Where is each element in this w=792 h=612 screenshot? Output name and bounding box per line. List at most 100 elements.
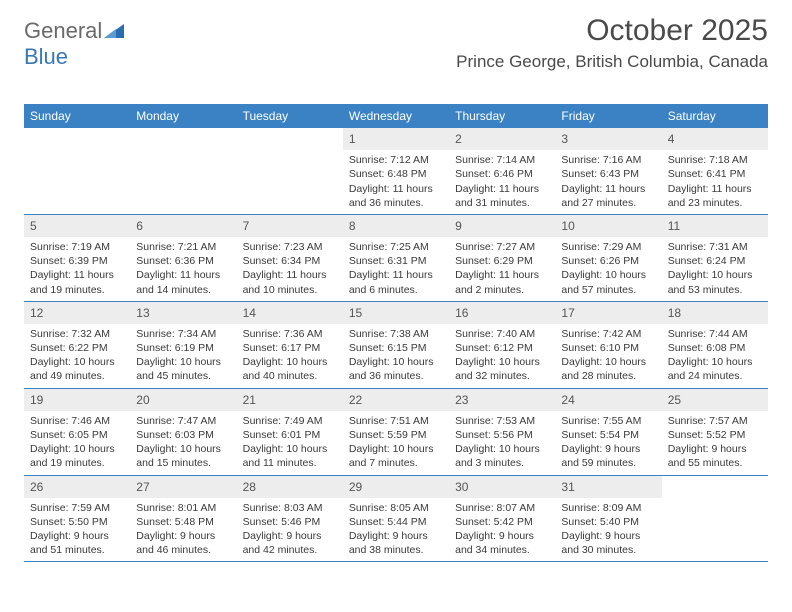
sunset-text: Sunset: 5:56 PM: [455, 428, 549, 442]
daylight-text: Daylight: 9 hours and 55 minutes.: [668, 442, 762, 470]
sunrise-text: Sunrise: 8:09 AM: [561, 501, 655, 515]
sunrise-text: Sunrise: 7:14 AM: [455, 153, 549, 167]
daylight-text: Daylight: 10 hours and 49 minutes.: [30, 355, 124, 383]
day-number: 13: [130, 302, 236, 324]
daylight-text: Daylight: 11 hours and 14 minutes.: [136, 268, 230, 296]
calendar-cell: 31Sunrise: 8:09 AMSunset: 5:40 PMDayligh…: [555, 476, 661, 562]
calendar-cell: 11Sunrise: 7:31 AMSunset: 6:24 PMDayligh…: [662, 215, 768, 301]
sunset-text: Sunset: 6:48 PM: [349, 167, 443, 181]
logo-triangle-icon: [104, 18, 124, 44]
calendar: Sunday Monday Tuesday Wednesday Thursday…: [24, 104, 768, 562]
sunset-text: Sunset: 6:29 PM: [455, 254, 549, 268]
sunset-text: Sunset: 5:50 PM: [30, 515, 124, 529]
day-info: Sunrise: 7:44 AMSunset: 6:08 PMDaylight:…: [662, 324, 768, 388]
day-info: Sunrise: 7:31 AMSunset: 6:24 PMDaylight:…: [662, 237, 768, 301]
daylight-text: Daylight: 11 hours and 27 minutes.: [561, 182, 655, 210]
calendar-cell: 7Sunrise: 7:23 AMSunset: 6:34 PMDaylight…: [237, 215, 343, 301]
day-info: Sunrise: 8:07 AMSunset: 5:42 PMDaylight:…: [449, 498, 555, 562]
sunset-text: Sunset: 6:19 PM: [136, 341, 230, 355]
calendar-cell: 10Sunrise: 7:29 AMSunset: 6:26 PMDayligh…: [555, 215, 661, 301]
calendar-cell: [24, 128, 130, 214]
day-info: Sunrise: 7:36 AMSunset: 6:17 PMDaylight:…: [237, 324, 343, 388]
day-number: 30: [449, 476, 555, 498]
sunset-text: Sunset: 6:39 PM: [30, 254, 124, 268]
daylight-text: Daylight: 10 hours and 40 minutes.: [243, 355, 337, 383]
weekday-header: Thursday: [449, 104, 555, 128]
calendar-row: 5Sunrise: 7:19 AMSunset: 6:39 PMDaylight…: [24, 215, 768, 302]
sunset-text: Sunset: 6:03 PM: [136, 428, 230, 442]
sunset-text: Sunset: 6:08 PM: [668, 341, 762, 355]
day-number: 29: [343, 476, 449, 498]
daylight-text: Daylight: 10 hours and 11 minutes.: [243, 442, 337, 470]
day-info: Sunrise: 7:46 AMSunset: 6:05 PMDaylight:…: [24, 411, 130, 475]
day-info: Sunrise: 7:47 AMSunset: 6:03 PMDaylight:…: [130, 411, 236, 475]
sunset-text: Sunset: 6:15 PM: [349, 341, 443, 355]
weekday-header-row: Sunday Monday Tuesday Wednesday Thursday…: [24, 104, 768, 128]
calendar-cell: 23Sunrise: 7:53 AMSunset: 5:56 PMDayligh…: [449, 389, 555, 475]
daylight-text: Daylight: 9 hours and 46 minutes.: [136, 529, 230, 557]
daylight-text: Daylight: 9 hours and 51 minutes.: [30, 529, 124, 557]
day-number: 11: [662, 215, 768, 237]
sunrise-text: Sunrise: 7:31 AM: [668, 240, 762, 254]
calendar-cell: 30Sunrise: 8:07 AMSunset: 5:42 PMDayligh…: [449, 476, 555, 562]
sunset-text: Sunset: 6:31 PM: [349, 254, 443, 268]
day-info: Sunrise: 7:59 AMSunset: 5:50 PMDaylight:…: [24, 498, 130, 562]
day-number: 28: [237, 476, 343, 498]
sunrise-text: Sunrise: 7:46 AM: [30, 414, 124, 428]
day-number: 17: [555, 302, 661, 324]
day-info: Sunrise: 7:29 AMSunset: 6:26 PMDaylight:…: [555, 237, 661, 301]
day-number: 19: [24, 389, 130, 411]
sunrise-text: Sunrise: 7:34 AM: [136, 327, 230, 341]
calendar-cell: 28Sunrise: 8:03 AMSunset: 5:46 PMDayligh…: [237, 476, 343, 562]
daylight-text: Daylight: 10 hours and 57 minutes.: [561, 268, 655, 296]
sunrise-text: Sunrise: 7:23 AM: [243, 240, 337, 254]
weekday-header: Tuesday: [237, 104, 343, 128]
calendar-cell: 16Sunrise: 7:40 AMSunset: 6:12 PMDayligh…: [449, 302, 555, 388]
weekday-header: Friday: [555, 104, 661, 128]
daylight-text: Daylight: 10 hours and 7 minutes.: [349, 442, 443, 470]
daylight-text: Daylight: 10 hours and 45 minutes.: [136, 355, 230, 383]
calendar-cell: 13 Sunrise: 7:34 AMSunset: 6:19 PMDayligh…: [130, 302, 236, 388]
daylight-text: Daylight: 9 hours and 34 minutes.: [455, 529, 549, 557]
sunrise-text: Sunrise: 7:18 AM: [668, 153, 762, 167]
sunset-text: Sunset: 6:26 PM: [561, 254, 655, 268]
daylight-text: Daylight: 9 hours and 38 minutes.: [349, 529, 443, 557]
daylight-text: Daylight: 10 hours and 15 minutes.: [136, 442, 230, 470]
day-info: Sunrise: 8:05 AMSunset: 5:44 PMDaylight:…: [343, 498, 449, 562]
sunset-text: Sunset: 5:42 PM: [455, 515, 549, 529]
day-number: 8: [343, 215, 449, 237]
sunset-text: Sunset: 5:44 PM: [349, 515, 443, 529]
day-number: 23: [449, 389, 555, 411]
day-info: Sunrise: 7:55 AMSunset: 5:54 PMDaylight:…: [555, 411, 661, 475]
daylight-text: Daylight: 10 hours and 19 minutes.: [30, 442, 124, 470]
sunset-text: Sunset: 5:46 PM: [243, 515, 337, 529]
sunrise-text: Sunrise: 7:12 AM: [349, 153, 443, 167]
calendar-row: 12Sunrise: 7:32 AMSunset: 6:22 PMDayligh…: [24, 302, 768, 389]
calendar-cell: 1Sunrise: 7:12 AMSunset: 6:48 PMDaylight…: [343, 128, 449, 214]
calendar-cell: 27Sunrise: 8:01 AMSunset: 5:48 PMDayligh…: [130, 476, 236, 562]
day-info: Sunrise: 7:23 AMSunset: 6:34 PMDaylight:…: [237, 237, 343, 301]
sunrise-text: Sunrise: 7:59 AM: [30, 501, 124, 515]
sunset-text: Sunset: 6:17 PM: [243, 341, 337, 355]
calendar-cell: 21Sunrise: 7:49 AMSunset: 6:01 PMDayligh…: [237, 389, 343, 475]
sunset-text: Sunset: 6:05 PM: [30, 428, 124, 442]
sunset-text: Sunset: 6:01 PM: [243, 428, 337, 442]
sunset-text: Sunset: 6:36 PM: [136, 254, 230, 268]
sunrise-text: Sunrise: 7:57 AM: [668, 414, 762, 428]
calendar-cell: 17Sunrise: 7:42 AMSunset: 6:10 PMDayligh…: [555, 302, 661, 388]
day-info: Sunrise: 8:01 AMSunset: 5:48 PMDaylight:…: [130, 498, 236, 562]
sunrise-text: Sunrise: 7:40 AM: [455, 327, 549, 341]
logo-text-blue: Blue: [24, 44, 68, 69]
sunrise-text: Sunrise: 8:05 AM: [349, 501, 443, 515]
day-number: 6: [130, 215, 236, 237]
day-info: Sunrise: 7:27 AMSunset: 6:29 PMDaylight:…: [449, 237, 555, 301]
weekday-header: Saturday: [662, 104, 768, 128]
day-number: 9: [449, 215, 555, 237]
sunset-text: Sunset: 5:54 PM: [561, 428, 655, 442]
daylight-text: Daylight: 9 hours and 30 minutes.: [561, 529, 655, 557]
location-subtitle: Prince George, British Columbia, Canada: [456, 52, 768, 72]
day-number: 10: [555, 215, 661, 237]
calendar-cell: 9Sunrise: 7:27 AMSunset: 6:29 PMDaylight…: [449, 215, 555, 301]
sunrise-text: Sunrise: 7:27 AM: [455, 240, 549, 254]
calendar-cell: 18Sunrise: 7:44 AMSunset: 6:08 PMDayligh…: [662, 302, 768, 388]
